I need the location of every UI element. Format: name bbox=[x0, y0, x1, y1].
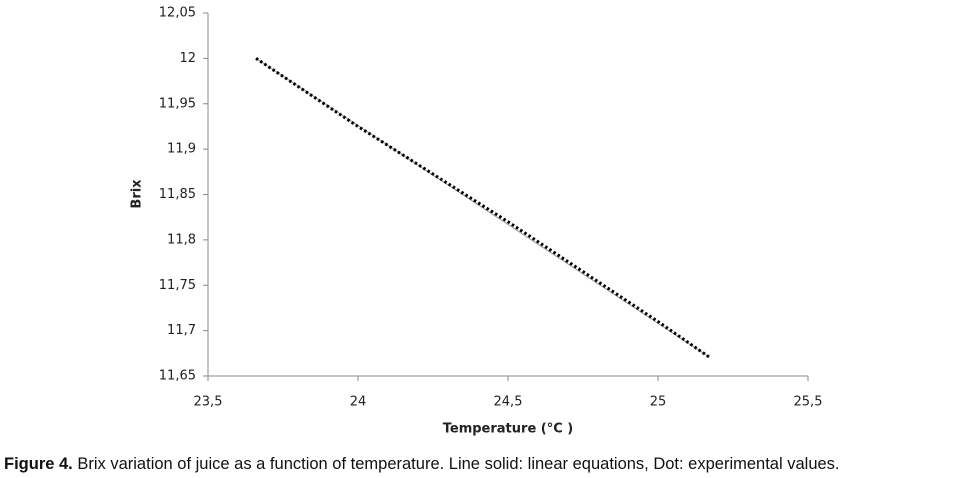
x-tick-label: 25 bbox=[650, 395, 667, 410]
x-tick-label: 23,5 bbox=[194, 395, 223, 410]
x-tick-label: 24,5 bbox=[494, 395, 523, 410]
x-tick-label: 25,5 bbox=[794, 395, 823, 410]
y-axis-title: Brix bbox=[130, 179, 145, 209]
caption-label: Figure 4. bbox=[4, 455, 73, 473]
y-tick-label: 11,75 bbox=[159, 278, 196, 293]
caption-text: Brix variation of juice as a function of… bbox=[72, 455, 840, 473]
y-tick-label: 11,7 bbox=[167, 323, 196, 338]
x-axis-title: Temperature (°C ) bbox=[443, 422, 573, 437]
y-tick-label: 11,95 bbox=[159, 96, 196, 111]
dotted-line bbox=[255, 57, 710, 359]
chart: Brix Temperature (°C ) 11,65 11,7 11,75 11,… bbox=[130, 6, 823, 437]
y-tick-label: 12 bbox=[179, 51, 196, 66]
x-tick-label: 24 bbox=[350, 395, 367, 410]
y-tick-label: 11,65 bbox=[159, 369, 196, 384]
y-tick-label: 11,85 bbox=[159, 187, 196, 202]
y-tick-label: 12,05 bbox=[159, 6, 196, 21]
y-tick-label: 11,9 bbox=[167, 142, 196, 157]
caption: Figure 4. Brix variation of juice as a f… bbox=[4, 455, 840, 474]
y-tick-label: 11,8 bbox=[167, 232, 196, 247]
